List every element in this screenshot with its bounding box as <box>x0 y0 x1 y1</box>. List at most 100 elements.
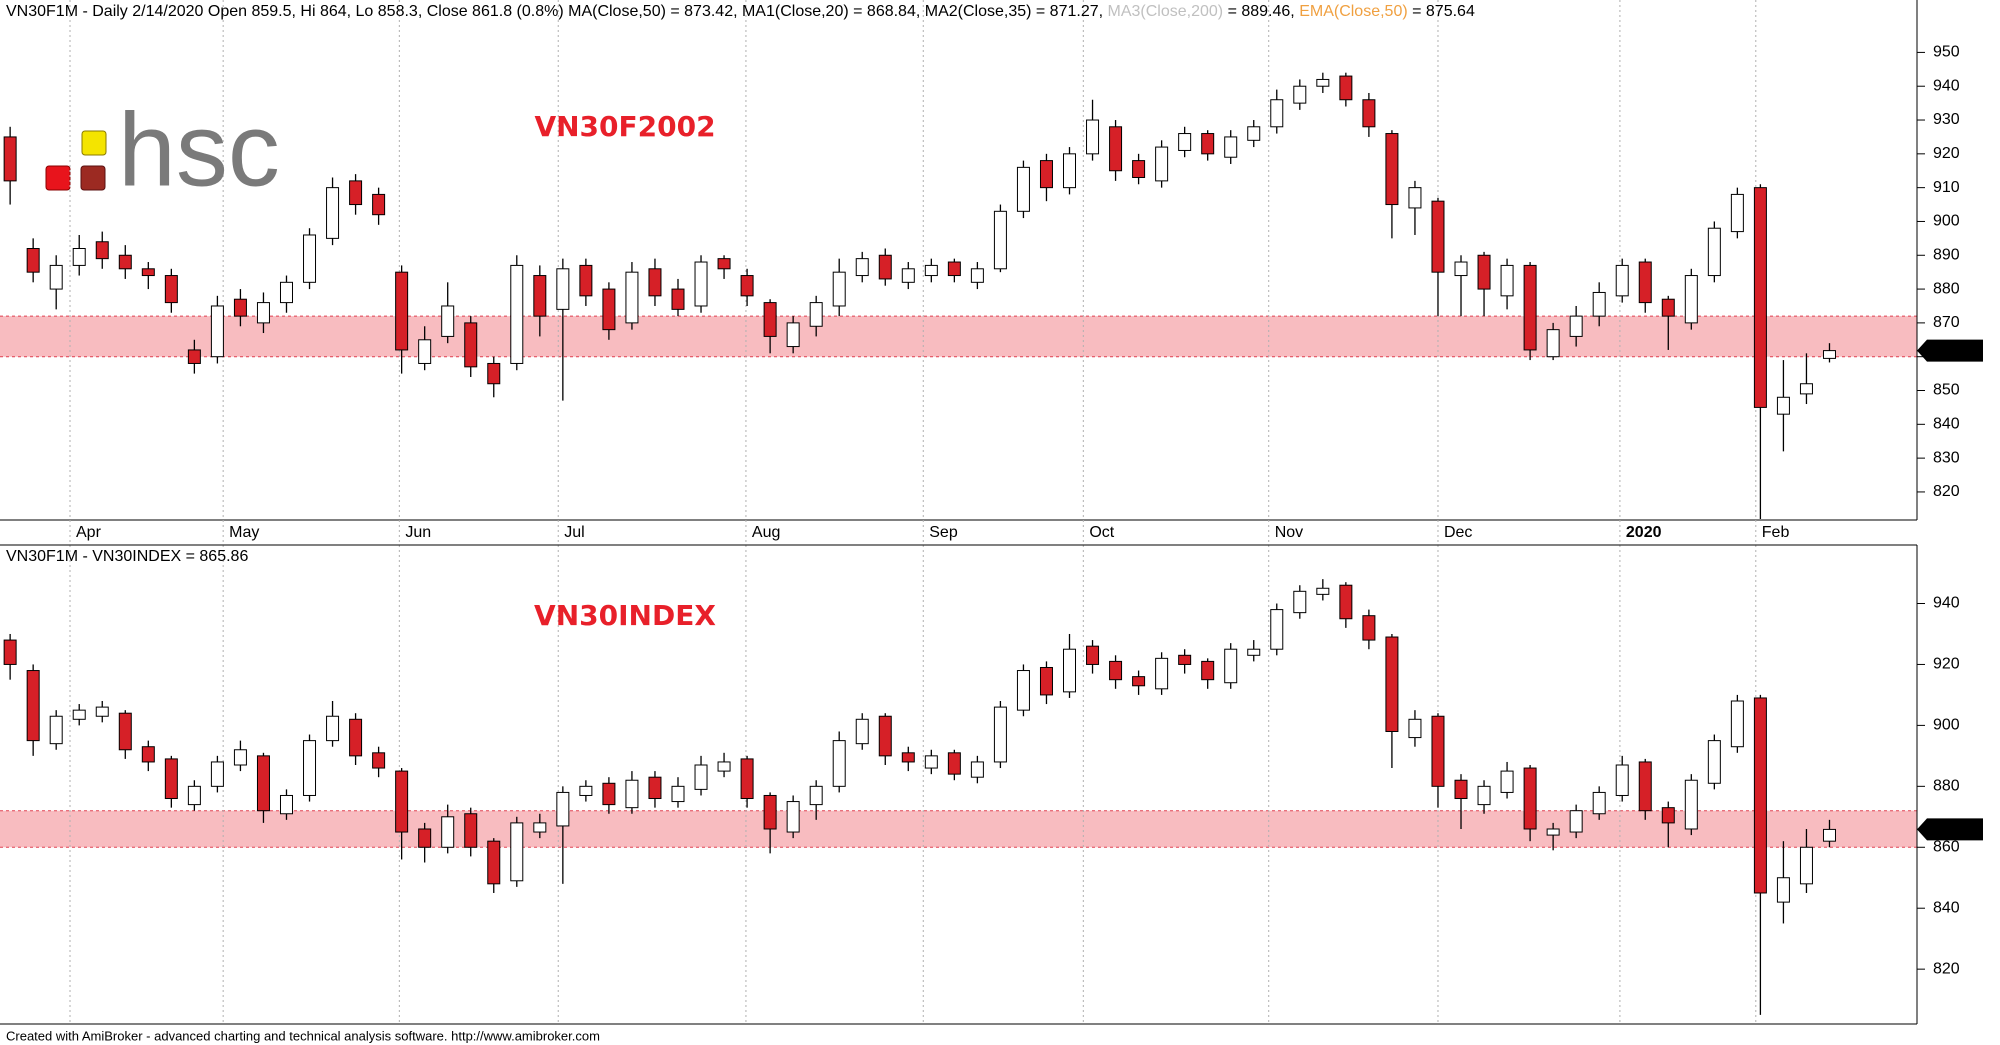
candle-body <box>1753 187 1767 408</box>
candle-body <box>1132 676 1146 687</box>
candle-body <box>579 785 593 796</box>
candle-body <box>141 746 155 763</box>
candle-body <box>1224 648 1238 684</box>
candle-body <box>1362 99 1376 128</box>
candle-body <box>1270 99 1284 128</box>
candle-body <box>1661 807 1675 824</box>
y-tick-label: 950 <box>1933 44 1960 61</box>
logo-square <box>81 130 107 156</box>
candle-body <box>487 362 501 385</box>
candle-body <box>49 715 63 745</box>
candle-body <box>970 268 984 283</box>
annotation: VN30INDEX <box>534 599 716 632</box>
y-tick-label: 840 <box>1933 899 1960 916</box>
candle-body <box>1500 770 1514 793</box>
candle-body <box>303 740 317 796</box>
x-tick-label: Aug <box>752 524 780 541</box>
candle-body <box>1178 133 1192 151</box>
candle-body <box>1592 291 1606 317</box>
candle-body <box>1431 200 1445 273</box>
candle-body <box>210 305 224 358</box>
header-segment: MA3(Close,200) <box>1108 3 1224 20</box>
x-tick-label: Apr <box>76 524 102 541</box>
header-segment: VN30F1M - Daily 2/14/2020 Open 859.5, Hi… <box>6 3 1108 20</box>
candle-body <box>118 712 132 751</box>
header-segment: = 875.64 <box>1408 3 1475 20</box>
candle-body <box>625 779 639 809</box>
candle-body <box>141 268 155 277</box>
y-tick-label: 850 <box>1933 382 1960 399</box>
footer: Created with AmiBroker - advanced charti… <box>6 1028 600 1043</box>
candle-body <box>1730 700 1744 748</box>
header-segment: VN30F1M - VN30INDEX = 865.86 <box>6 548 248 565</box>
candle-body <box>1086 119 1100 155</box>
candle-body <box>1776 877 1790 903</box>
candle-body <box>1247 126 1261 141</box>
candle-body <box>786 322 800 348</box>
candle-body <box>648 268 662 297</box>
candle-body <box>1431 715 1445 787</box>
candle-body <box>233 749 247 766</box>
candle-body <box>924 264 938 277</box>
candle-body <box>1270 609 1284 650</box>
candle-body <box>487 840 501 885</box>
price-marker-label: 861.8 <box>1936 343 1976 360</box>
candle-body <box>901 752 915 763</box>
candle-body <box>740 275 754 297</box>
candle-body <box>210 761 224 787</box>
candle-body <box>947 752 961 775</box>
candle-body <box>418 828 432 848</box>
candle-body <box>717 761 731 772</box>
candle-body <box>464 813 478 848</box>
logo-square <box>80 165 106 191</box>
candle-body <box>625 271 639 324</box>
x-tick-label: May <box>229 524 259 541</box>
candle-body <box>326 715 340 742</box>
candle-body <box>1592 791 1606 815</box>
candle-body <box>1615 764 1629 796</box>
x-tick-label: Dec <box>1444 524 1472 541</box>
candle-body <box>164 275 178 304</box>
candle-body <box>1385 636 1399 732</box>
candle-body <box>809 785 823 806</box>
candle-body <box>993 706 1007 763</box>
candle-body <box>372 193 386 216</box>
candle-body <box>256 302 270 324</box>
y-tick-label: 920 <box>1933 656 1960 673</box>
candle-body <box>279 794 293 815</box>
candle-body <box>418 339 432 364</box>
candle-body <box>1684 275 1698 324</box>
candle-body <box>72 709 86 720</box>
candle-body <box>556 268 570 310</box>
candle-body <box>924 755 938 769</box>
candle-body <box>717 258 731 270</box>
price-marker <box>1917 818 1983 841</box>
candle-body <box>1523 767 1537 830</box>
candle-body <box>395 770 409 833</box>
y-tick-label: 840 <box>1933 416 1960 433</box>
y-tick-label: 820 <box>1933 483 1960 500</box>
support-band <box>0 810 1917 848</box>
candle-body <box>1799 383 1813 395</box>
candle-body <box>671 288 685 310</box>
candle-body <box>878 254 892 280</box>
candle-body <box>1408 187 1422 209</box>
x-tick-label: 2020 <box>1626 524 1662 541</box>
candle-body <box>1063 153 1077 189</box>
x-tick-label: Oct <box>1089 524 1114 541</box>
candle-body <box>533 822 547 833</box>
candle-body <box>1546 828 1560 836</box>
candle-body <box>464 322 478 368</box>
panel-header: VN30F1M - Daily 2/14/2020 Open 859.5, Hi… <box>6 3 1475 20</box>
candle-body <box>1684 779 1698 830</box>
candle-body <box>1109 660 1123 681</box>
candle-body <box>1730 193 1744 233</box>
candle-body <box>1247 648 1261 656</box>
candle-body <box>579 264 593 297</box>
y-tick-label: 910 <box>1933 179 1960 196</box>
candle-body <box>187 349 201 364</box>
candle-body <box>3 639 17 665</box>
candle-body <box>510 264 524 364</box>
candle-body <box>763 794 777 830</box>
